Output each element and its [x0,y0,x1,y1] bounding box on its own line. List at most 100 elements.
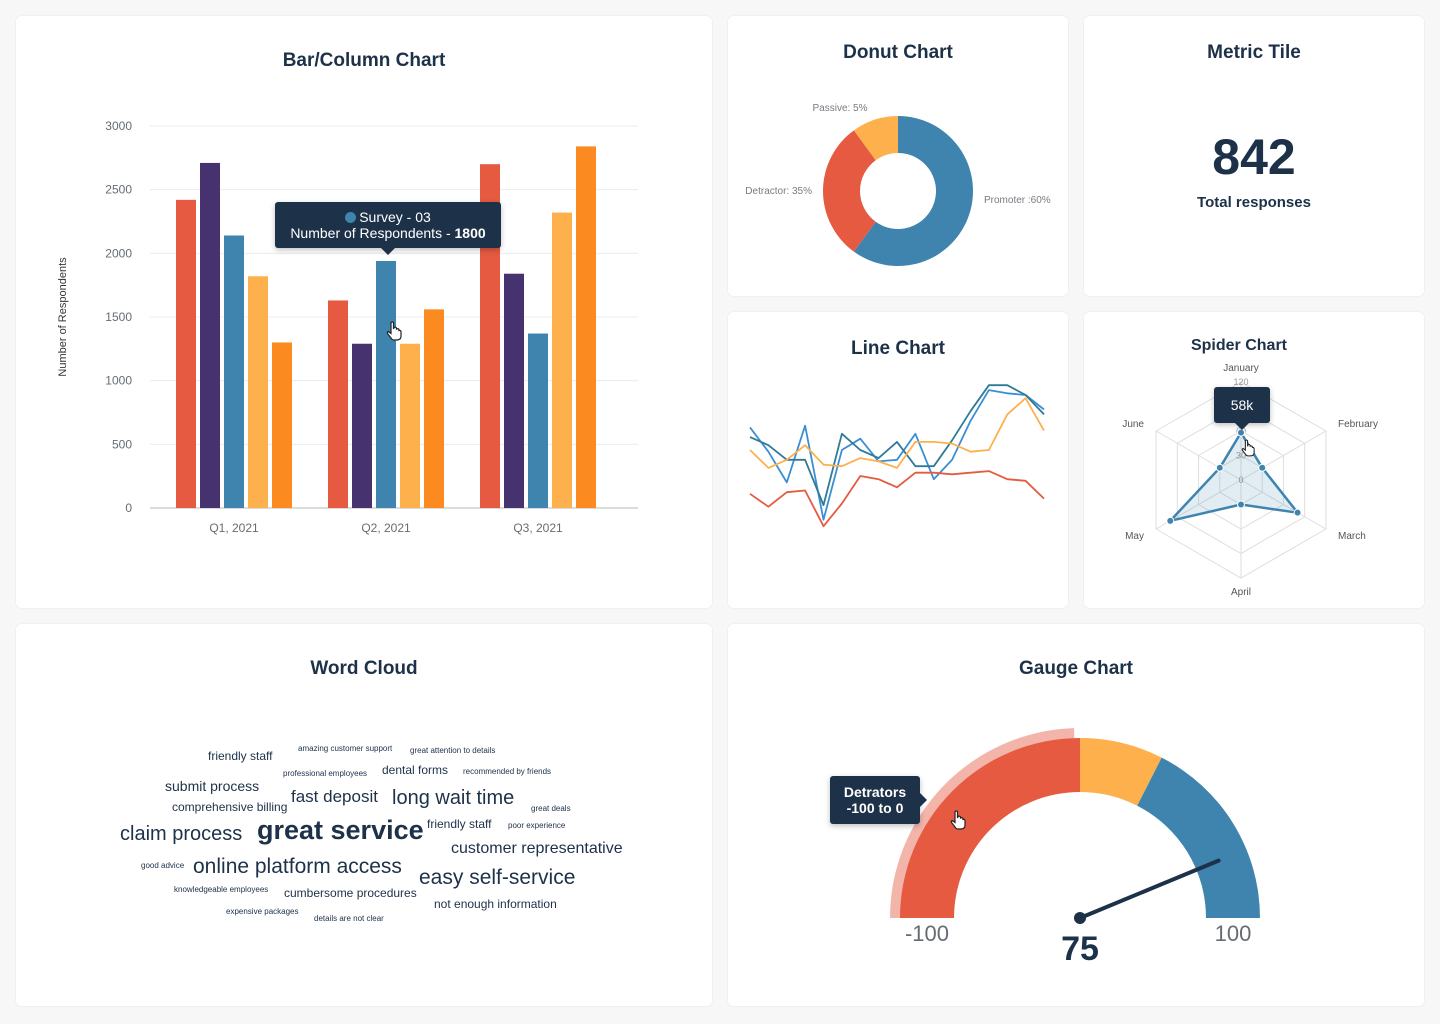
bar [224,235,244,509]
gauge-max-label: 100 [1215,921,1252,946]
bar [328,300,348,508]
radar-tick-label: 30 [1236,451,1246,461]
spider-tooltip-value: 58k [1230,397,1254,413]
gauge-band [900,738,1080,918]
word-cloud-word: comprehensive billing [172,800,288,814]
spider-tooltip: 58k [1214,387,1270,430]
word-cloud-word: claim process [120,823,243,845]
word-cloud-title: Word Cloud [310,658,418,679]
donut-chart-card: Donut Chart Promoter :60% Detractor: 35% P… [728,16,1068,296]
gauge-min-label: -100 [905,921,949,946]
donut-chart-svg: Promoter :60% Detractor: 35% Passive: 5% [745,103,1051,266]
hand-cursor-icon [1241,439,1255,457]
radar-axis-label: June [1122,419,1144,430]
bar [480,164,500,508]
metric-label: Total responses [1197,194,1311,211]
word-cloud-word: online platform access [193,855,402,878]
radar-axis-label: January [1223,363,1259,374]
y-tick-label: 3000 [105,119,132,133]
bar [504,273,524,508]
bar-chart-svg: 0 500 1000 1500 2000 2500 3000 Number of Respon… [57,119,638,535]
gauge-chart-card: Gauge Chart 75 -100 100 Detrators -100 to … [728,624,1424,1006]
word-cloud-word: cumbersome procedures [284,886,417,900]
metric-tile-title: Metric Tile [1207,42,1301,63]
gauge-chart-svg: 75 -100 100 [890,728,1260,968]
word-cloud-word: amazing customer support [298,744,393,753]
bar-tooltip: Survey - 03 Number of Respondents - 1800 [275,202,501,255]
radar-tick-label: 0 [1238,475,1243,485]
bar-tooltip-label: Number of Respondents - [290,225,455,241]
radar-series-area [1169,431,1299,523]
word-cloud-word: long wait time [392,787,515,809]
donut-slice-label: Detractor: 35% [745,186,812,197]
radar-axis-label: May [1125,531,1144,542]
bar [176,199,196,508]
line-chart-title: Line Chart [851,338,945,359]
radar-point [1293,508,1302,517]
spider-chart-title: Spider Chart [1190,337,1287,354]
radar-point [1258,463,1267,472]
word-cloud-word: knowledgeable employees [174,885,269,894]
word-cloud-word: professional employees [283,769,368,778]
word-cloud-word: great service [257,815,424,845]
bar [528,333,548,508]
bar-chart-card: Bar/Column Chart 0 500 1000 1500 2000 2500 300… [16,16,712,608]
metric-value: 842 [1212,129,1296,185]
hand-cursor-icon [950,810,966,830]
bar-tooltip-series-dot [345,212,357,223]
line-chart-svg [749,384,1045,528]
radar-point [1237,500,1245,509]
bar [424,309,444,508]
bar-tooltip-value: 1800 [454,225,486,241]
word-cloud-card: Word Cloud friendly staff amazing custome… [16,624,712,1006]
gauge-chart-title: Gauge Chart [1018,658,1134,679]
spider-chart-svg: JanuaryFebruaryMarchAprilMayJune03060120 [1122,363,1378,598]
word-cloud-word: friendly staff [427,817,492,831]
donut-slice-label: Passive: 5% [812,103,867,114]
word-cloud-word: dental forms [382,763,449,777]
donut-slice [823,130,876,252]
x-tick-label: Q2, 2021 [361,521,411,535]
word-cloud-word: great attention to details [410,746,496,755]
radar-axis-label: March [1338,531,1366,542]
gauge-needle-hub [1074,912,1086,924]
radar-point [1166,516,1175,525]
line-series [749,470,1045,528]
line-series [749,384,1045,507]
donut-slice [853,116,973,266]
line-chart-card: Line Chart [728,312,1068,608]
gauge-value: 75 [1061,930,1099,968]
gauge-needle [1078,858,1221,920]
y-tick-label: 1000 [105,374,132,388]
bar [376,260,396,508]
hand-cursor-icon [386,321,402,341]
y-tick-label: 2000 [105,246,132,260]
word-cloud-word: recommended by friends [463,767,552,776]
radar-axis-label: February [1338,419,1378,430]
word-cloud-word: customer representative [451,840,623,857]
radar-point [1215,463,1224,472]
y-tick-label: 500 [112,437,132,451]
gauge-band [1137,757,1260,918]
y-tick-label: 2500 [105,183,132,197]
bar [200,162,220,508]
word-cloud-word: submit process [165,778,260,794]
radar-axis-line [1240,430,1327,481]
bar-tooltip-series: Survey - 03 [359,209,431,225]
radar-axis-line [1240,479,1327,530]
donut-chart-title: Donut Chart [843,42,953,63]
radar-axis-line [1155,430,1242,481]
bar [400,343,420,508]
word-cloud-word: not enough information [434,897,557,911]
bar [248,276,268,508]
gauge-band [1080,738,1162,806]
word-cloud-word: friendly staff [208,749,273,763]
radar-tick-label: 120 [1233,377,1248,387]
line-series [749,389,1045,521]
bar [576,146,596,508]
bar-chart-title: Bar/Column Chart [282,50,446,71]
bar [352,343,372,508]
word-cloud-word: good advice [141,861,185,870]
x-tick-label: Q3, 2021 [513,521,563,535]
donut-slice-label: Promoter :60% [984,195,1051,206]
